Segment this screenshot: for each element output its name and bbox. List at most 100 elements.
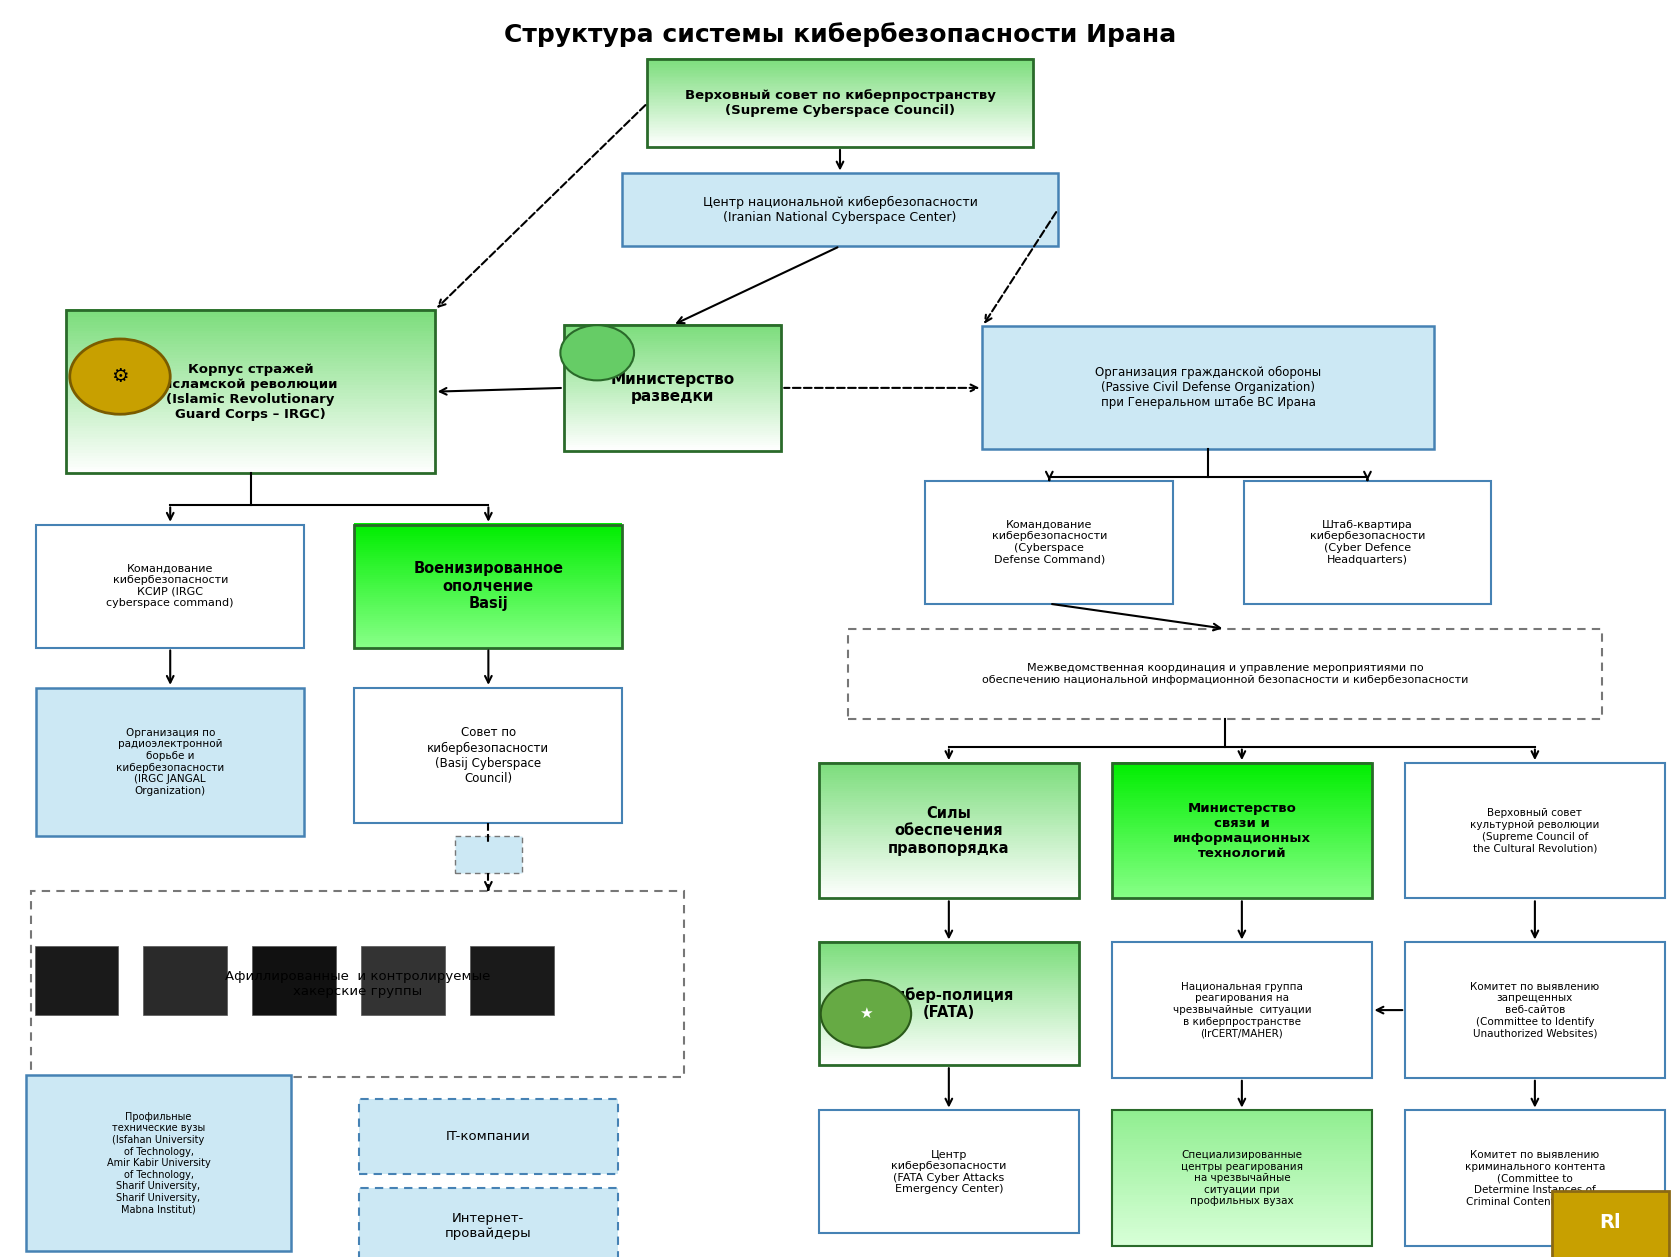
Bar xyxy=(1112,1194,1371,1198)
Bar xyxy=(564,428,781,432)
Bar xyxy=(32,891,684,1076)
Bar xyxy=(67,346,435,350)
Bar xyxy=(1112,764,1371,898)
Bar xyxy=(354,556,622,559)
Bar xyxy=(1112,1148,1371,1152)
Bar xyxy=(1112,1145,1371,1149)
Bar xyxy=(564,355,781,359)
Bar xyxy=(647,110,1033,112)
Bar xyxy=(67,410,435,413)
Bar xyxy=(647,87,1033,89)
Bar xyxy=(820,1019,1079,1022)
Bar xyxy=(354,578,622,582)
Bar xyxy=(1112,1186,1371,1189)
Bar xyxy=(820,976,1079,979)
Bar xyxy=(1112,1172,1371,1176)
Bar xyxy=(564,330,781,334)
Bar xyxy=(1112,1177,1371,1181)
Bar xyxy=(354,607,622,611)
Bar xyxy=(647,139,1033,141)
Bar xyxy=(647,84,1033,87)
Bar xyxy=(820,786,1079,790)
Bar xyxy=(622,174,1058,246)
Bar xyxy=(647,134,1033,137)
Text: Центр
кибербезопасности
(FATA Cyber Attacks
Emergency Center): Центр кибербезопасности (FATA Cyber Atta… xyxy=(890,1149,1006,1194)
Bar xyxy=(564,334,781,338)
Bar xyxy=(564,358,781,360)
Bar xyxy=(564,370,781,373)
Bar xyxy=(820,941,1079,945)
Bar xyxy=(67,330,435,335)
Bar xyxy=(647,77,1033,79)
Bar xyxy=(647,82,1033,84)
Bar xyxy=(820,974,1079,978)
Bar xyxy=(564,425,781,427)
Bar xyxy=(1112,1227,1371,1230)
Bar xyxy=(564,416,781,420)
Bar xyxy=(820,857,1079,861)
Bar xyxy=(564,365,781,369)
Bar xyxy=(647,67,1033,69)
Text: Интернет-
провайдеры: Интернет- провайдеры xyxy=(445,1212,531,1240)
Bar xyxy=(354,538,622,541)
Bar xyxy=(354,588,622,592)
Bar xyxy=(1112,832,1371,835)
Bar xyxy=(647,115,1033,117)
Bar xyxy=(354,600,622,602)
Bar xyxy=(67,323,435,326)
Bar xyxy=(820,988,1079,992)
Bar xyxy=(820,1031,1079,1034)
Bar xyxy=(67,379,435,383)
Text: Профильные
технические вузы
(Isfahan University
of Technology,
Amir Kabir Univer: Профильные технические вузы (Isfahan Uni… xyxy=(106,1111,210,1215)
Bar xyxy=(67,314,435,319)
Bar xyxy=(820,828,1079,830)
Bar xyxy=(37,688,304,835)
Bar xyxy=(820,859,1079,862)
Bar xyxy=(647,83,1033,86)
Bar xyxy=(354,546,622,549)
Bar xyxy=(820,949,1079,953)
Bar xyxy=(820,838,1079,842)
Bar xyxy=(1112,1140,1371,1144)
Bar xyxy=(564,444,781,446)
Bar xyxy=(820,879,1079,883)
Bar xyxy=(67,369,435,373)
Bar xyxy=(1112,1125,1371,1129)
Bar xyxy=(564,403,781,407)
Bar xyxy=(820,866,1079,869)
Bar xyxy=(820,1014,1079,1018)
Bar xyxy=(564,445,781,449)
Bar xyxy=(1112,1225,1371,1227)
Bar xyxy=(354,572,622,576)
Bar xyxy=(1112,1200,1371,1203)
Bar xyxy=(564,435,781,438)
Bar xyxy=(820,775,1079,779)
Bar xyxy=(820,1046,1079,1048)
Bar xyxy=(67,412,435,416)
Bar xyxy=(820,1060,1079,1063)
Bar xyxy=(67,386,435,389)
Bar xyxy=(354,595,622,598)
Bar xyxy=(67,407,435,411)
Bar xyxy=(1112,786,1371,790)
Bar xyxy=(820,834,1079,838)
Bar xyxy=(647,140,1033,142)
Bar xyxy=(67,311,435,315)
Bar xyxy=(1112,866,1371,869)
Bar xyxy=(820,945,1079,949)
Bar xyxy=(67,417,435,422)
Text: IT-компании: IT-компании xyxy=(445,1130,531,1143)
Bar xyxy=(564,343,781,347)
Bar xyxy=(67,339,435,343)
Bar xyxy=(647,59,1033,147)
Bar xyxy=(1112,1154,1371,1158)
Bar xyxy=(1112,782,1371,785)
Bar xyxy=(1112,762,1371,765)
Bar xyxy=(820,960,1079,963)
Bar xyxy=(820,1062,1079,1065)
Bar xyxy=(67,365,435,370)
Bar xyxy=(983,326,1435,450)
Bar xyxy=(358,1188,618,1260)
Bar xyxy=(1112,854,1371,858)
Bar xyxy=(820,832,1079,835)
